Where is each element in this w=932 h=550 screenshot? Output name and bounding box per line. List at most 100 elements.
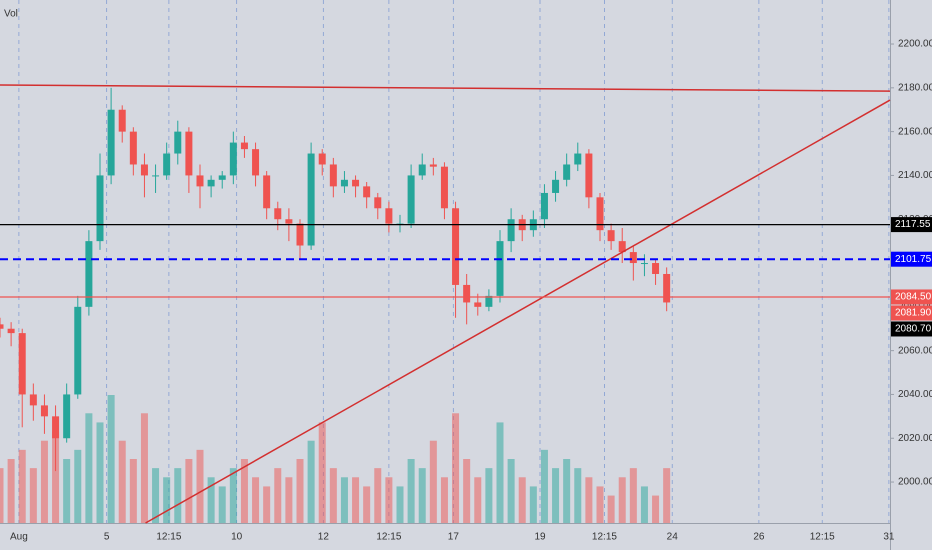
candle-body [196, 175, 204, 187]
candle-body [607, 230, 615, 242]
volume-bar [118, 440, 126, 523]
candle-body [463, 284, 471, 303]
candle-body [263, 175, 271, 209]
candle-body [152, 175, 160, 177]
level-label-bg [891, 251, 932, 267]
volume-bar [463, 459, 471, 523]
volume-bar [596, 486, 604, 523]
y-tick-label: 2020.00 [898, 433, 932, 444]
y-tick-label: 2140.00 [898, 170, 932, 181]
candle-body [474, 302, 482, 307]
volume-bar [340, 477, 348, 523]
candle-body [40, 405, 48, 417]
volume-bar [0, 468, 4, 523]
x-tick-label: 31 [883, 532, 895, 543]
volume-bar [552, 468, 560, 523]
candle-body [118, 109, 126, 132]
candle-body [507, 219, 515, 242]
candle-body [385, 208, 393, 224]
candle-body [618, 241, 626, 253]
x-tick-label: 19 [534, 532, 546, 543]
volume-bar [285, 477, 293, 523]
candle-body [640, 263, 648, 265]
volume-bar [607, 495, 615, 523]
candle-body [74, 306, 82, 395]
candle-body [318, 153, 326, 165]
y-tick-label: 2160.00 [898, 126, 932, 137]
candle-body [352, 179, 360, 187]
level-label: 2117.55 [895, 219, 931, 230]
candle-body [307, 153, 315, 246]
volume-bar [63, 459, 71, 523]
candle-body [174, 131, 182, 154]
volume-bar [74, 449, 82, 523]
candle-body [440, 166, 448, 209]
candle-body [7, 328, 15, 334]
x-tick-label: 10 [231, 532, 243, 543]
volume-bar [640, 486, 648, 523]
volume-bar [452, 413, 460, 523]
candle-body [207, 179, 215, 187]
candle-body [229, 142, 237, 176]
candle-body [496, 241, 504, 296]
volume-bar [263, 486, 271, 523]
y-tick-label: 2180.00 [898, 82, 932, 93]
candle-body [407, 175, 415, 224]
volume-bar [40, 440, 48, 523]
volume-bar [18, 449, 26, 523]
candle-body [340, 179, 348, 187]
volume-bar [363, 486, 371, 523]
volume-bar [574, 468, 582, 523]
candle-body [18, 333, 26, 395]
candle-body [285, 219, 293, 224]
volume-bar [163, 477, 171, 523]
volume-bar [174, 468, 182, 523]
volume-bar [307, 440, 315, 523]
volume-bar [229, 468, 237, 523]
volume-bar [485, 468, 493, 523]
volume-bar [563, 459, 571, 523]
volume-bar [540, 449, 548, 523]
volume-bar [418, 468, 426, 523]
volume-bar [585, 477, 593, 523]
volume-bar [240, 459, 248, 523]
candle-body [596, 197, 604, 231]
candle-body [563, 164, 571, 180]
volume-bar [496, 422, 504, 523]
candle-body [552, 179, 560, 193]
y-tick-label: 2060.00 [898, 345, 932, 356]
volume-bar [518, 477, 526, 523]
candle-body [252, 149, 260, 176]
candle-body [29, 394, 37, 406]
volume-bar [318, 422, 326, 523]
volume-bar [29, 468, 37, 523]
x-tick-label: 26 [753, 532, 765, 543]
candle-body [374, 197, 382, 209]
volume-bar [507, 459, 515, 523]
volume-bar [218, 486, 226, 523]
x-tick-label: Aug [10, 532, 28, 543]
candle-body [652, 263, 660, 274]
volume-bar [529, 486, 537, 523]
volume-bar [352, 477, 360, 523]
volume-bar [207, 477, 215, 523]
volume-bar [185, 459, 193, 523]
volume-bar [329, 468, 337, 523]
volume-bar [385, 477, 393, 523]
candle-body [218, 175, 226, 180]
y-tick-label: 2000.00 [898, 477, 932, 488]
volume-bar [474, 477, 482, 523]
volume-bar [629, 468, 637, 523]
candle-body [185, 131, 193, 176]
volume-bar [274, 468, 282, 523]
candle-body [63, 394, 71, 439]
level-label: 2101.75 [895, 254, 932, 265]
level-label: 2081.90 [895, 308, 932, 319]
level-label-bg [891, 321, 932, 337]
volume-bar [107, 395, 115, 523]
candle-body [296, 223, 304, 246]
x-tick-label: 12:15 [376, 532, 401, 543]
candle-body [0, 324, 4, 329]
